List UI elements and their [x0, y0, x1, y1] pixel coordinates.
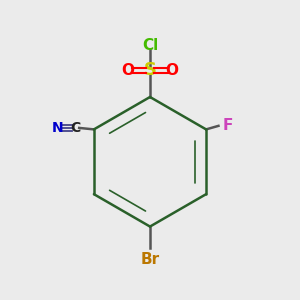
Text: O: O: [122, 63, 134, 78]
Text: C: C: [70, 121, 81, 135]
Text: N: N: [52, 121, 63, 135]
Text: Br: Br: [140, 252, 160, 267]
Text: Cl: Cl: [142, 38, 158, 53]
Text: S: S: [143, 61, 157, 80]
Text: O: O: [166, 63, 178, 78]
Text: F: F: [223, 118, 233, 134]
